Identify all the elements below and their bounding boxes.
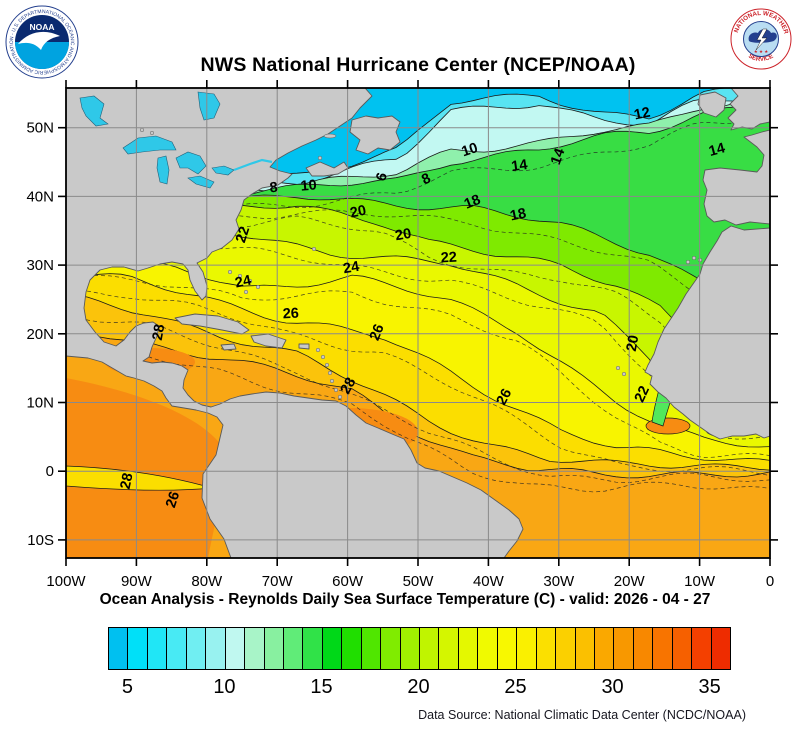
colorbar-cell (438, 628, 458, 669)
colorbar-cell (419, 628, 439, 669)
colorbar-tick-label: 15 (310, 676, 333, 698)
contour-label: 26 (282, 306, 299, 323)
contour-label: 26 (163, 490, 183, 510)
colorbar-cell (341, 628, 361, 669)
x-axis-tick-label: 50W (403, 573, 435, 590)
x-axis-tick-label: 70W (262, 573, 294, 590)
temperature-colorbar (108, 627, 731, 670)
x-axis-tick-label: 40W (473, 573, 505, 590)
nws-logo: NATIONAL WEATHER SERVICE ★ ★ ★ (730, 8, 792, 70)
y-axis-tick-label: 50N (26, 120, 54, 137)
colorbar-tick-label: 25 (504, 676, 527, 698)
contour-label: 22 (632, 384, 653, 405)
frame-layer (58, 80, 778, 566)
x-axis-tick-label: 90W (121, 573, 153, 590)
colorbar-cell (360, 628, 381, 669)
colorbar-cell (593, 628, 614, 669)
colorbar-cell (710, 628, 730, 669)
x-axis-tick-label: 0 (766, 573, 774, 590)
contour-label: 20 (349, 203, 368, 222)
y-axis-tick-label: 30N (26, 257, 54, 274)
contour-label: 12 (633, 105, 652, 124)
x-axis-tick-label: 30W (543, 573, 575, 590)
colorbar-cell (127, 628, 147, 669)
contour-label: 22 (440, 250, 457, 267)
contour-label: 28 (338, 375, 360, 397)
colorbar-cell (244, 628, 264, 669)
colorbar-cell (224, 628, 245, 669)
nws-ring-text-bottom: SERVICE (747, 53, 775, 64)
y-axis-tick-label: 40N (26, 188, 54, 205)
contour-label: 18 (509, 206, 528, 225)
colorbar-cell (321, 628, 342, 669)
x-axis-tick-label: 80W (191, 573, 223, 590)
contour-label: 28 (150, 323, 169, 342)
colorbar-cell (652, 628, 672, 669)
colorbar-cell (109, 628, 128, 669)
contour-label: 10 (300, 177, 317, 194)
colorbar-cell (380, 628, 400, 669)
contour-label: 24 (342, 259, 361, 278)
colorbar-tick-label: 5 (121, 676, 133, 698)
x-axis-tick-label: 10W (684, 573, 716, 590)
colorbar-cell (302, 628, 322, 669)
colorbar-cell (146, 628, 167, 669)
contour-label: 22 (233, 225, 253, 245)
colorbar-cell (516, 628, 536, 669)
colorbar-cell (185, 628, 206, 669)
contour-label: 20 (394, 226, 413, 245)
contour-label: 26 (367, 322, 388, 343)
x-axis-tick-label: 60W (332, 573, 364, 590)
contour-label: 6 (373, 171, 391, 183)
colorbar-tick-labels: 5 10 15 20 25 30 35 (0, 676, 800, 702)
colorbar-cell (535, 628, 556, 669)
x-axis-tick-label: 20W (614, 573, 646, 590)
colorbar-cell (671, 628, 692, 669)
contour-label: 14 (707, 140, 727, 160)
colorbar-tick-label: 20 (407, 676, 430, 698)
axis-label-layer: 100W 90W 80W 70W 60W 50W 40W 30W 20W 10W 0 50N 40N 30… (26, 120, 774, 590)
land-layer (66, 88, 770, 558)
contour-label: 20 (624, 334, 643, 353)
map-caption: Ocean Analysis - Reynolds Daily Sea Surf… (99, 591, 711, 608)
data-source-note: Data Source: National Climatic Data Cent… (418, 708, 746, 722)
colorbar-cell (399, 628, 419, 669)
colorbar-cell (691, 628, 711, 669)
contour-label: 28 (118, 472, 137, 491)
y-axis-tick-label: 20N (26, 326, 54, 343)
colorbar-cell (205, 628, 225, 669)
noaa-logo-label: NOAA (29, 22, 54, 32)
y-axis-tick-label: 0 (46, 463, 54, 480)
x-axis-tick-label: 100W (46, 573, 86, 590)
nws-lightning-icon (755, 28, 768, 51)
noaa-gull-icon (18, 31, 60, 50)
noaa-logo: NATIONAL OCEANIC AND ATMOSPHERIC ADMINIS… (4, 4, 79, 79)
colorbar-tick-label: 35 (698, 676, 721, 698)
contour-label: 26 (494, 386, 516, 408)
colorbar-cell (632, 628, 653, 669)
colorbar-cell (496, 628, 517, 669)
contour-label: 8 (269, 180, 278, 197)
page-title: NWS National Hurricane Center (NCEP/NOAA… (200, 54, 636, 76)
contour-label: 14 (548, 146, 569, 167)
nws-stars: ★ ★ ★ (754, 49, 769, 54)
contour-label: 10 (460, 140, 480, 160)
contour-label: 14 (510, 157, 528, 175)
colorbar-tick-label: 10 (213, 676, 236, 698)
colorbar-cell (555, 628, 575, 669)
y-axis-tick-label: 10N (26, 395, 54, 412)
colorbar-cell (574, 628, 594, 669)
colorbar-cell (166, 628, 186, 669)
colorbar-cell (263, 628, 283, 669)
colorbar-cell (457, 628, 478, 669)
colorbar-cell (282, 628, 303, 669)
colorbar-tick-label: 30 (601, 676, 624, 698)
colorbar-cell (477, 628, 497, 669)
contour-label: 18 (462, 192, 483, 213)
contour-label: 24 (234, 273, 253, 292)
y-axis-tick-label: 10S (27, 532, 54, 549)
colorbar-cell (613, 628, 633, 669)
